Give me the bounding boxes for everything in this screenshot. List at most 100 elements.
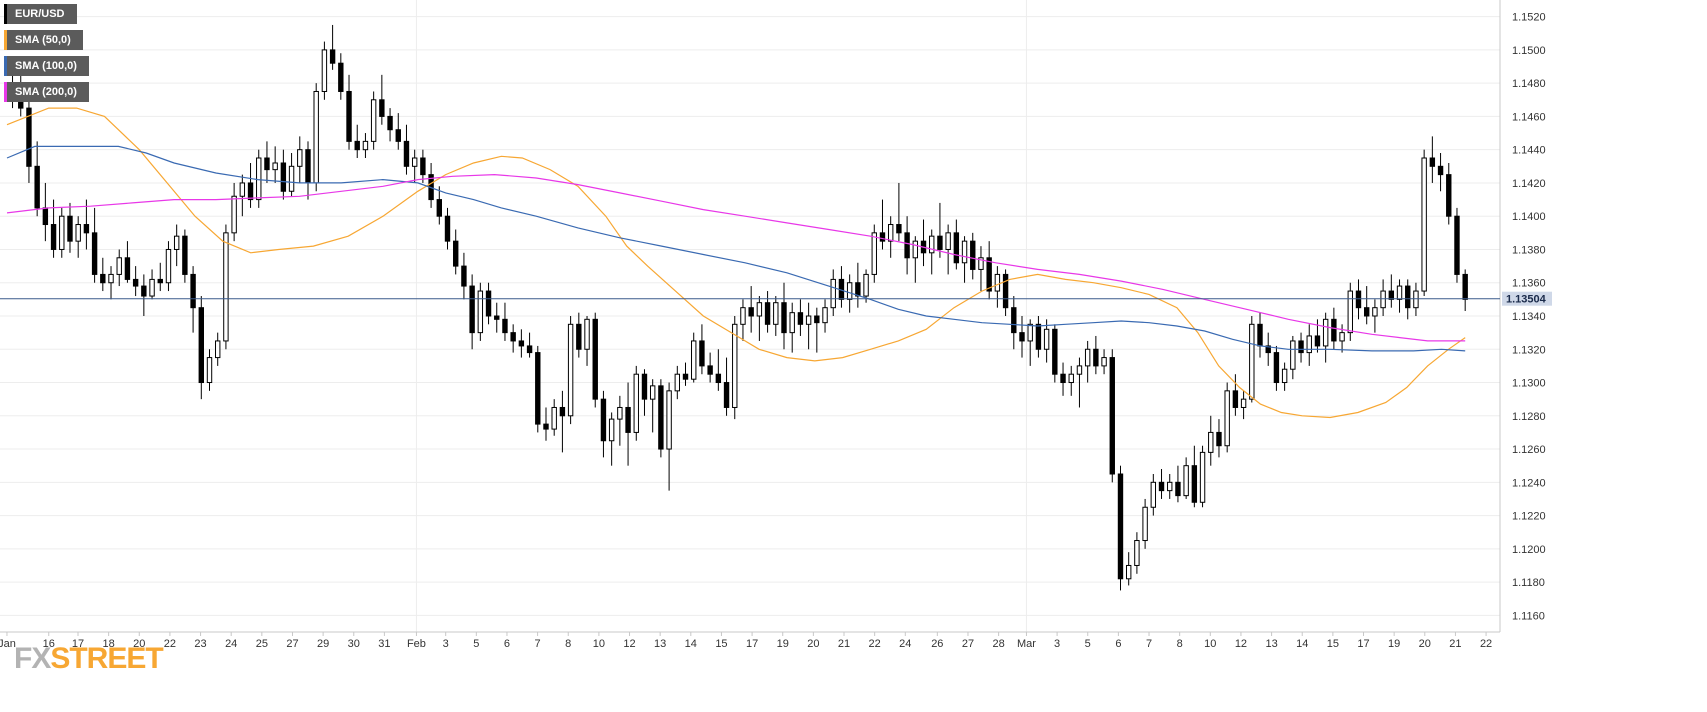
candle-body xyxy=(732,323,738,408)
candle-body xyxy=(789,312,795,334)
candle xyxy=(699,324,705,375)
candle xyxy=(1454,207,1460,283)
candle-body xyxy=(961,240,968,264)
candle xyxy=(1060,362,1066,396)
candle xyxy=(682,362,689,386)
candle-body xyxy=(264,157,270,171)
candle xyxy=(395,113,401,150)
candle xyxy=(280,149,287,200)
candle-body xyxy=(420,157,426,176)
candle xyxy=(1281,362,1288,391)
candle xyxy=(551,399,557,436)
candle-body xyxy=(773,302,779,325)
candle xyxy=(116,249,122,287)
candle-body xyxy=(970,240,976,270)
candle-body xyxy=(1043,328,1050,350)
candle xyxy=(625,382,631,466)
candle xyxy=(608,412,615,466)
candle-body xyxy=(59,215,65,250)
legend-item-sma100[interactable]: SMA (100,0) xyxy=(4,56,89,76)
x-tick-label: 24 xyxy=(899,638,911,650)
candle xyxy=(1101,349,1107,375)
legend-item-sma200[interactable]: SMA (200,0) xyxy=(4,82,89,102)
candle xyxy=(411,149,418,183)
candle-body xyxy=(485,290,492,317)
candle-body xyxy=(1109,357,1115,475)
candle xyxy=(764,291,771,333)
candle xyxy=(247,162,254,208)
candle-body xyxy=(1216,431,1222,447)
x-tick-label: 31 xyxy=(378,638,390,650)
candle-body xyxy=(879,232,886,242)
candle xyxy=(1372,299,1378,333)
candle-body xyxy=(592,318,598,400)
legend-item-eurusd[interactable]: EUR/USD xyxy=(4,4,77,24)
candle xyxy=(91,207,98,283)
x-tick-label: 21 xyxy=(1449,638,1461,650)
candle-body xyxy=(395,129,401,142)
candle-body xyxy=(1273,352,1280,384)
y-tick-label: 1.1200 xyxy=(1512,544,1546,556)
candle-body xyxy=(354,140,360,151)
candle-body xyxy=(1446,174,1452,217)
candle xyxy=(1355,279,1362,320)
logo-street: STREET xyxy=(50,642,163,675)
candle-body xyxy=(814,315,820,324)
candle-body xyxy=(945,232,951,250)
candle xyxy=(67,202,73,253)
x-tick-label: 3 xyxy=(443,638,449,650)
candle xyxy=(1405,279,1411,320)
candle-body xyxy=(346,90,352,142)
candle-body xyxy=(641,373,648,400)
candle-body xyxy=(239,182,246,197)
y-tick-label: 1.1440 xyxy=(1512,145,1546,157)
candle-body xyxy=(1257,323,1263,347)
x-tick-label: 16 xyxy=(43,638,55,650)
candle-body xyxy=(1413,290,1419,309)
candle-body xyxy=(929,235,935,254)
candle xyxy=(1134,532,1140,574)
candle xyxy=(649,379,656,433)
candle xyxy=(1249,316,1255,403)
candle-body xyxy=(617,406,623,420)
candle-body xyxy=(83,224,90,234)
candle-body xyxy=(756,302,763,317)
candle xyxy=(288,153,295,197)
candle xyxy=(198,296,204,400)
candle-body xyxy=(1462,273,1468,300)
candle xyxy=(379,74,385,125)
candle xyxy=(1076,357,1083,408)
legend-item-sma50[interactable]: SMA (50,0) xyxy=(4,30,83,50)
candle xyxy=(50,199,57,258)
candle-body xyxy=(1437,165,1444,176)
candle-body xyxy=(600,398,607,442)
x-tick-label: 27 xyxy=(962,638,974,650)
candle xyxy=(494,302,500,333)
x-tick-label: 27 xyxy=(286,638,298,650)
candle xyxy=(387,108,393,142)
candle-body xyxy=(781,302,787,334)
candle-body xyxy=(403,140,410,167)
candle-body xyxy=(75,224,81,242)
candle-body xyxy=(215,340,221,359)
x-tick-label: 19 xyxy=(777,638,789,650)
candle xyxy=(1446,162,1452,225)
candle xyxy=(1117,465,1124,591)
y-tick-label: 1.1380 xyxy=(1512,244,1546,256)
candle-body xyxy=(1027,323,1033,342)
candle-body xyxy=(461,265,467,287)
candle xyxy=(1035,316,1042,358)
x-tick-label: 12 xyxy=(623,638,635,650)
candle-body xyxy=(338,62,344,92)
candle-body xyxy=(297,149,303,167)
candle xyxy=(461,252,467,300)
candle xyxy=(132,266,139,297)
candle-body xyxy=(658,385,664,450)
y-tick-label: 1.1480 xyxy=(1512,78,1546,90)
candle-body xyxy=(453,240,459,267)
candle-body xyxy=(67,215,73,242)
candle xyxy=(231,182,237,242)
candle-body xyxy=(1281,368,1288,384)
candle-body xyxy=(526,345,533,354)
